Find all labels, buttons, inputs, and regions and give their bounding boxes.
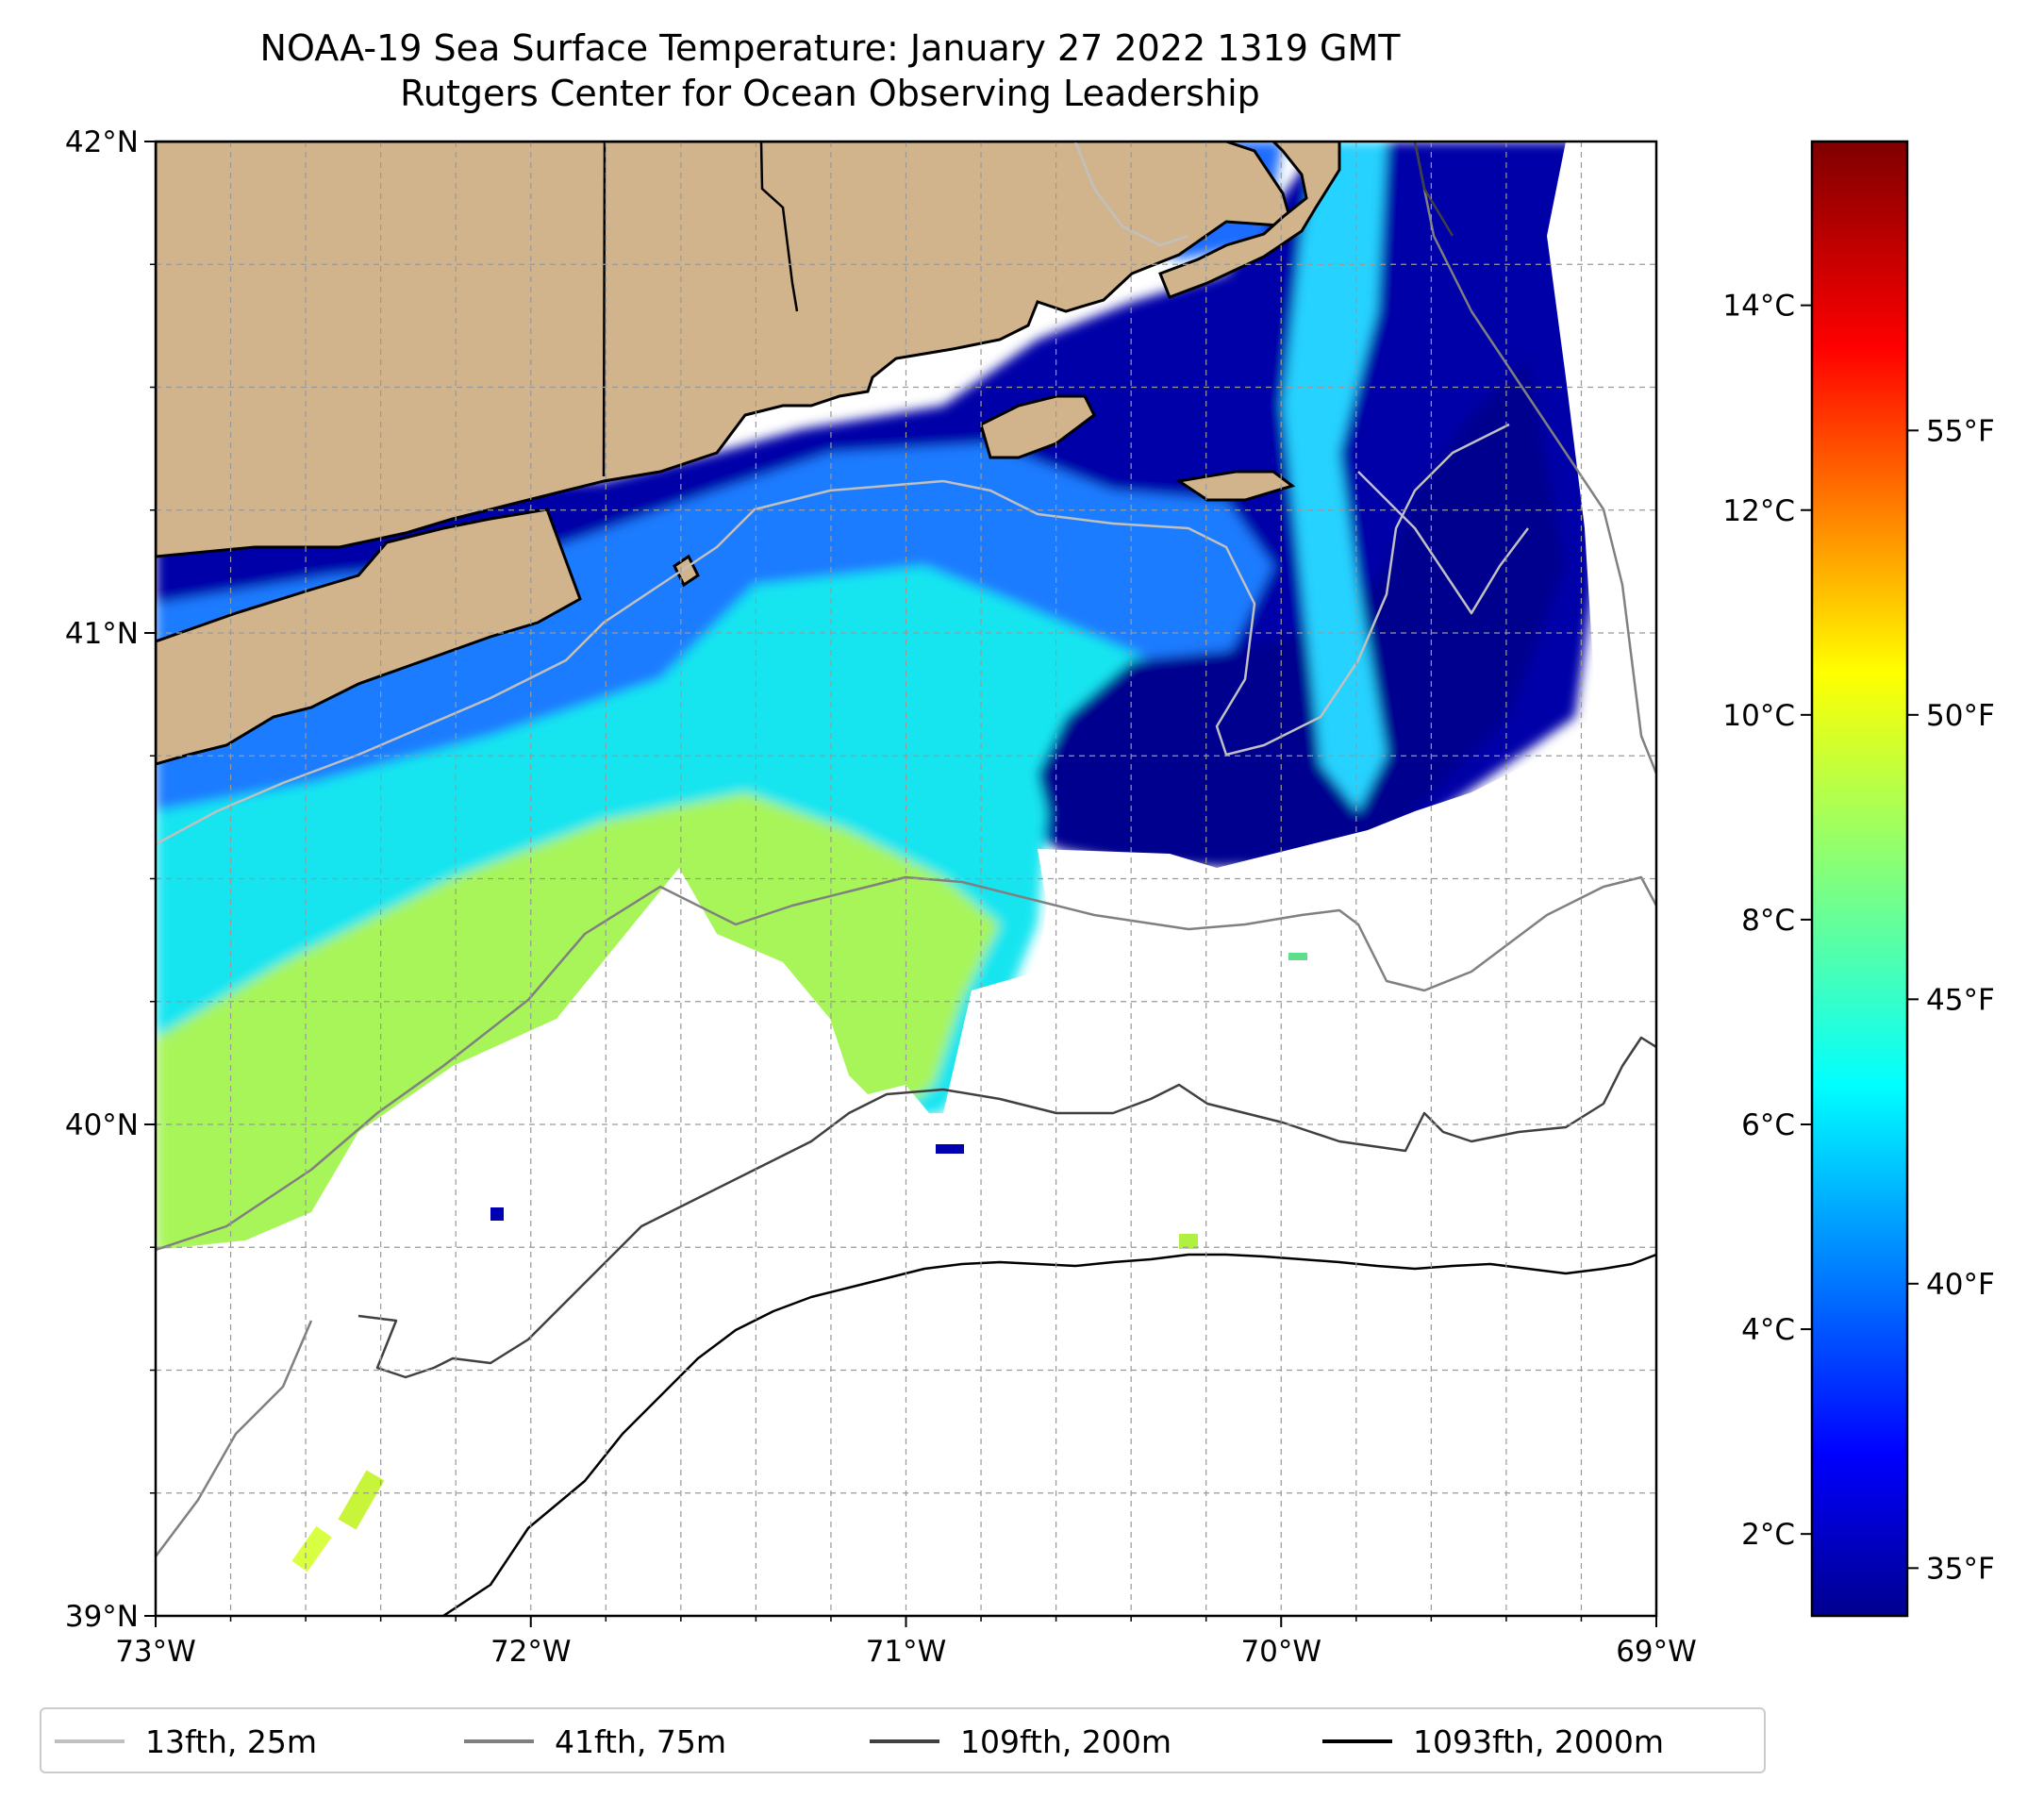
fahrenheit-tick-label: 50°F [1926, 699, 1995, 733]
lon-axis: 73°W 72°W 71°W 70°W 69°W [115, 1616, 1697, 1669]
sst-cold-pocket [1038, 358, 1566, 868]
chart-title: NOAA-19 Sea Surface Temperature: January… [259, 27, 1401, 69]
land [156, 141, 1341, 766]
marthas-vineyard [979, 394, 1096, 459]
legend-swatch [464, 1739, 534, 1743]
map-gridlines [156, 141, 1656, 1616]
nantucket [1175, 470, 1296, 502]
fahrenheit-tick-label: 40°F [1926, 1268, 1995, 1302]
sst-patch [936, 1144, 964, 1154]
lat-tick-label: 39°N [65, 1600, 139, 1634]
fahrenheit-tick-label: 35°F [1926, 1552, 1995, 1586]
lon-tick-label: 72°W [490, 1635, 572, 1669]
legend-swatch [1322, 1739, 1392, 1743]
celsius-tick-label: 8°C [1741, 904, 1795, 938]
legend-item-25m: 13fth, 25m [55, 1721, 317, 1762]
lon-tick-label: 70°W [1240, 1635, 1321, 1669]
celsius-tick-label: 6°C [1741, 1108, 1795, 1142]
celsius-tick-label: 14°C [1722, 290, 1795, 324]
legend-label: 109fth, 200m [960, 1722, 1172, 1760]
isobath-2000m [442, 1253, 1656, 1616]
map-layers [156, 141, 1656, 1616]
sst-patch [1179, 1234, 1198, 1249]
lat-axis: 42°N 41°N 40°N 39°N [65, 125, 156, 1634]
long-island [156, 507, 582, 766]
colorbar-celsius-axis: 2°C 4°C 6°C 8°C 10°C 12°C 14°C [1722, 290, 1812, 1552]
colorbar [1810, 140, 1909, 1618]
isobath-contours [156, 141, 1656, 1616]
isobath-75m [156, 141, 1656, 1557]
legend: 13fth, 25m 41fth, 75m 109fth, 200m 1093f… [40, 1707, 1766, 1773]
sst-patch [338, 1470, 385, 1530]
legend-label: 1093fth, 2000m [1413, 1722, 1664, 1760]
isobath-25m [156, 141, 1529, 846]
celsius-tick-label: 2°C [1741, 1518, 1795, 1552]
celsius-tick-label: 10°C [1722, 699, 1795, 733]
lat-tick-label: 40°N [65, 1108, 139, 1142]
sst-patch [490, 1207, 504, 1221]
cape-cod [1158, 141, 1341, 299]
legend-swatch [55, 1739, 125, 1743]
fahrenheit-tick-label: 45°F [1926, 983, 1995, 1017]
lat-tick-label: 41°N [65, 617, 139, 651]
missing-data-east [1547, 141, 1656, 830]
legend-swatch [870, 1739, 939, 1743]
celsius-tick-label: 4°C [1741, 1313, 1795, 1347]
lon-tick-label: 73°W [115, 1635, 196, 1669]
legend-item-2000m: 1093fth, 2000m [1322, 1721, 1664, 1762]
sst-map-figure: 73°W 72°W 71°W 70°W 69°W 42°N 41°N 40°N 39°N 2°… [65, 125, 1995, 1669]
state-borders [602, 141, 799, 477]
legend-item-75m: 41fth, 75m [464, 1721, 726, 1762]
celsius-tick-label: 12°C [1722, 494, 1795, 528]
lat-tick-label: 42°N [65, 125, 139, 159]
isobath-200m [357, 141, 1656, 1379]
legend-label: 13fth, 25m [145, 1722, 317, 1760]
legend-label: 41fth, 75m [555, 1722, 726, 1760]
fahrenheit-tick-label: 55°F [1926, 414, 1995, 448]
sst-plume [1283, 141, 1387, 811]
legend-item-200m: 109fth, 200m [870, 1721, 1172, 1762]
colorbar-fahrenheit-axis: 35°F 40°F 45°F 50°F 55°F [1907, 414, 1995, 1586]
lon-tick-label: 69°W [1616, 1635, 1697, 1669]
mainland-new-england [156, 141, 1295, 558]
sst-patch [291, 1525, 332, 1572]
chart-subtitle: Rutgers Center for Ocean Observing Leade… [400, 73, 1260, 114]
sst-patch [1288, 953, 1307, 960]
lon-tick-label: 71°W [866, 1635, 947, 1669]
